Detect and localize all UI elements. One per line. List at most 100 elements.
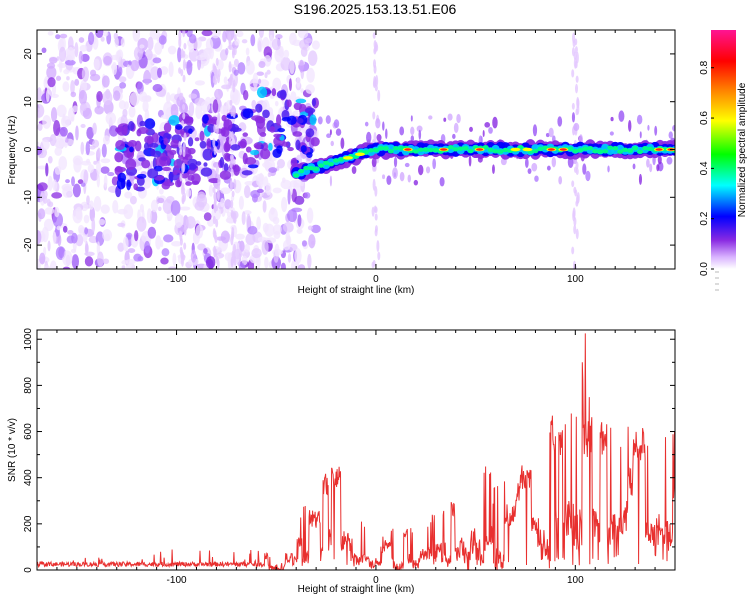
spectrogram-cell [276,158,286,169]
spectrogram-cell [47,31,54,36]
spectrogram-ridge-cell [417,147,424,152]
snr-xlabel: Height of straight line (km) [298,584,415,595]
spectrogram-ridge-cell [502,147,509,153]
spectrogram-cell [280,262,286,269]
spectrogram-ytick-label: 0 [23,146,34,152]
spectrogram-ridge-cell [612,146,619,151]
spectrogram-ridge-cell [637,149,644,154]
spectrogram-cell [37,141,40,148]
spectrogram-ridge-cell [293,173,300,178]
spectrogram-cell [469,126,473,132]
spectrogram-cell [62,266,71,269]
spectrogram-ridge-cell [313,166,320,172]
spectrogram-cell [130,59,140,72]
snr-ytick-label: 200 [23,515,34,532]
spectrogram-cell [233,243,237,254]
spectrogram-cell [245,146,252,153]
spectrogram-cell [229,99,233,106]
spectrogram-cell [182,192,186,202]
spectrogram-cell [274,243,280,257]
spectrogram-cell [80,182,86,187]
spectrogram-cell [224,252,233,262]
spectrogram-cell [168,115,180,126]
spectrogram-cell [101,143,107,158]
spectrogram-cell [275,34,283,40]
spectrogram-cell [233,164,240,176]
spectrogram-cell [212,169,216,179]
spectrogram-cell [67,46,75,61]
spectrogram-cell [268,142,273,151]
spectrogram-cell [480,135,483,145]
spectrogram-cell [307,253,312,269]
spectrogram-cell [72,183,81,198]
spectrogram-cell [139,44,145,49]
spectrogram-cell [305,128,315,138]
spectrogram-cell [443,117,447,122]
spectrogram-ridge-cell [298,168,305,174]
spectrogram-cell [425,166,431,174]
spectrogram-cell [272,216,280,225]
spectrogram-cell [235,30,244,38]
colorbar-tick-label: 0.4 [699,161,710,175]
spectrogram-cell [100,166,110,174]
spectrogram-cell [101,75,110,88]
spectrogram-cell [656,164,660,172]
spectrogram-cell [71,176,75,187]
spectrogram-cell [195,224,204,239]
spectrogram-cell [217,112,221,122]
spectrogram-cell [181,163,185,175]
spectrogram-cell [376,134,382,142]
spectrogram-cell [572,210,576,222]
spectrogram-cell [115,50,122,63]
spectrogram-cell [89,145,96,150]
spectrogram-cell [256,176,264,187]
spectrogram-cell [46,65,57,80]
spectrogram-cell [133,253,142,262]
spectrogram-cell [58,156,68,170]
spectrogram-cell [230,110,234,117]
spectrogram-cell [102,90,113,106]
spectrogram-ridge-cell [447,144,454,150]
spectrogram-cell [80,79,88,93]
spectrogram-cell [215,218,219,228]
spectrogram-cell [37,208,46,220]
spectrogram-cell [393,156,398,168]
spectrogram-cell [245,60,255,75]
spectrogram-cell [100,158,111,164]
spectrogram-heatmap [37,30,675,269]
spectrogram-cell [93,160,98,165]
spectrogram-cell [71,254,80,269]
spectrogram-cell [116,177,126,190]
spectrogram-cell [212,186,216,193]
spectrogram-ridge-cell [607,145,614,150]
spectrogram-cell [377,251,381,261]
spectrogram-ridge-cell [647,146,654,152]
spectrogram-cell [194,80,206,86]
spectrogram-cell [281,196,288,213]
spectrogram-cell [78,50,83,64]
spectrogram-cell [70,91,77,98]
spectrogram-cell [102,229,113,242]
spectrogram-cell [41,226,49,243]
spectrogram-ridge-cell [487,147,494,153]
spectrogram-cell [571,69,575,78]
spectrogram-cell [150,199,159,213]
spectrogram-cell [123,124,128,136]
spectrogram-ridge-cell [382,146,389,151]
spectrogram-cell [531,162,538,172]
spectrogram-ridge-cell [354,152,365,157]
spectrogram-cell [492,164,495,174]
spectrogram-cell [117,208,128,215]
spectrogram-cell [45,162,49,177]
spectrogram-cell [259,148,271,160]
spectrogram-cell [105,112,117,125]
spectrogram-ridge-cell [482,145,489,150]
spectrogram-cell [114,166,127,173]
spectrogram-cell [247,164,259,169]
spectrogram-cell [272,187,282,194]
spectrogram-cell [203,162,208,167]
spectrogram-cell [54,206,60,218]
spectrogram-cell [582,163,587,175]
spectrogram-cell [160,257,169,265]
